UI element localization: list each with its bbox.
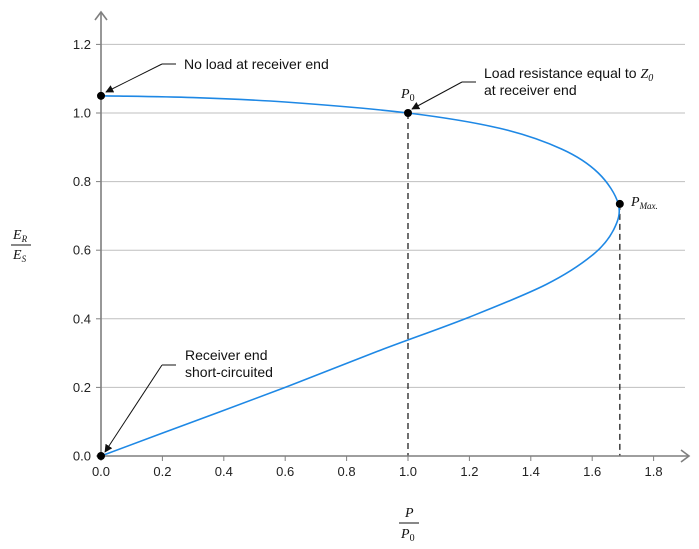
x-tick-label: 1.2 (460, 464, 478, 479)
y-tick-label: 0.6 (73, 243, 91, 258)
x-tick-label: 1.6 (583, 464, 601, 479)
annotation-short-circuit-line1: Receiver end (185, 347, 268, 363)
series-line (100, 95, 621, 457)
y-tick-label: 0.2 (73, 380, 91, 395)
y-axis-arrow (94, 10, 108, 21)
x-tick-label: 1.4 (522, 464, 540, 479)
tick-labels: 0.0 0.2 0.4 0.6 0.8 1.0 1.2 0.0 0.2 0.4 0.6 0.8 1.0 1… (73, 37, 663, 479)
x-tick-label: 1.8 (645, 464, 663, 479)
x-tick-label: 1.0 (399, 464, 417, 479)
drop-lines (407, 113, 621, 456)
x-label-denominator: P0 (400, 527, 415, 544)
annotation-no-load: No load at receiver end (105, 56, 329, 93)
annotation-arrow (105, 63, 163, 93)
annotation-arrow (104, 364, 163, 453)
x-axis-label: P P0 (399, 506, 419, 544)
axes (94, 10, 691, 463)
annotation-short-circuit-line2: short-circuited (185, 364, 273, 380)
x-tick-label: 0.4 (215, 464, 233, 479)
y-tick-label: 1.0 (73, 106, 91, 121)
curves (100, 95, 621, 457)
data-point-marker (97, 452, 105, 460)
annotation-load-resistance: Load resistance equal to Z0 at receiver … (411, 65, 653, 110)
pmax-label: PMax. (630, 195, 658, 211)
data-point-marker (97, 91, 105, 100)
annotation-short-circuit: Receiver end short-circuited (104, 347, 273, 453)
annotation-load-resistance-line1: Load resistance equal to Z0 (484, 65, 653, 84)
y-tick-label: 0.0 (73, 449, 91, 464)
data-point-marker (404, 109, 412, 117)
annotation-no-load-text: No load at receiver end (184, 56, 329, 72)
annotation-load-resistance-line2: at receiver end (484, 82, 577, 98)
markers (97, 91, 624, 460)
y-tick-label: 0.4 (73, 311, 91, 326)
x-axis-arrow (680, 449, 691, 463)
y-label-numerator: ER (12, 228, 28, 244)
y-tick-label: 1.2 (73, 37, 91, 52)
x-tick-label: 0.2 (153, 464, 171, 479)
y-axis-label: ER ES (11, 228, 31, 264)
y-label-denominator: ES (12, 248, 27, 264)
y-tick-label: 0.8 (73, 174, 91, 189)
x-tick-label: 0.0 (92, 464, 110, 479)
annotation-arrow (411, 81, 463, 110)
x-label-numerator: P (404, 506, 414, 521)
x-tick-label: 0.8 (338, 464, 356, 479)
data-point-marker (615, 199, 624, 208)
p0-label: P0 (400, 87, 415, 104)
grid (101, 43, 685, 388)
x-tick-label: 0.6 (276, 464, 294, 479)
